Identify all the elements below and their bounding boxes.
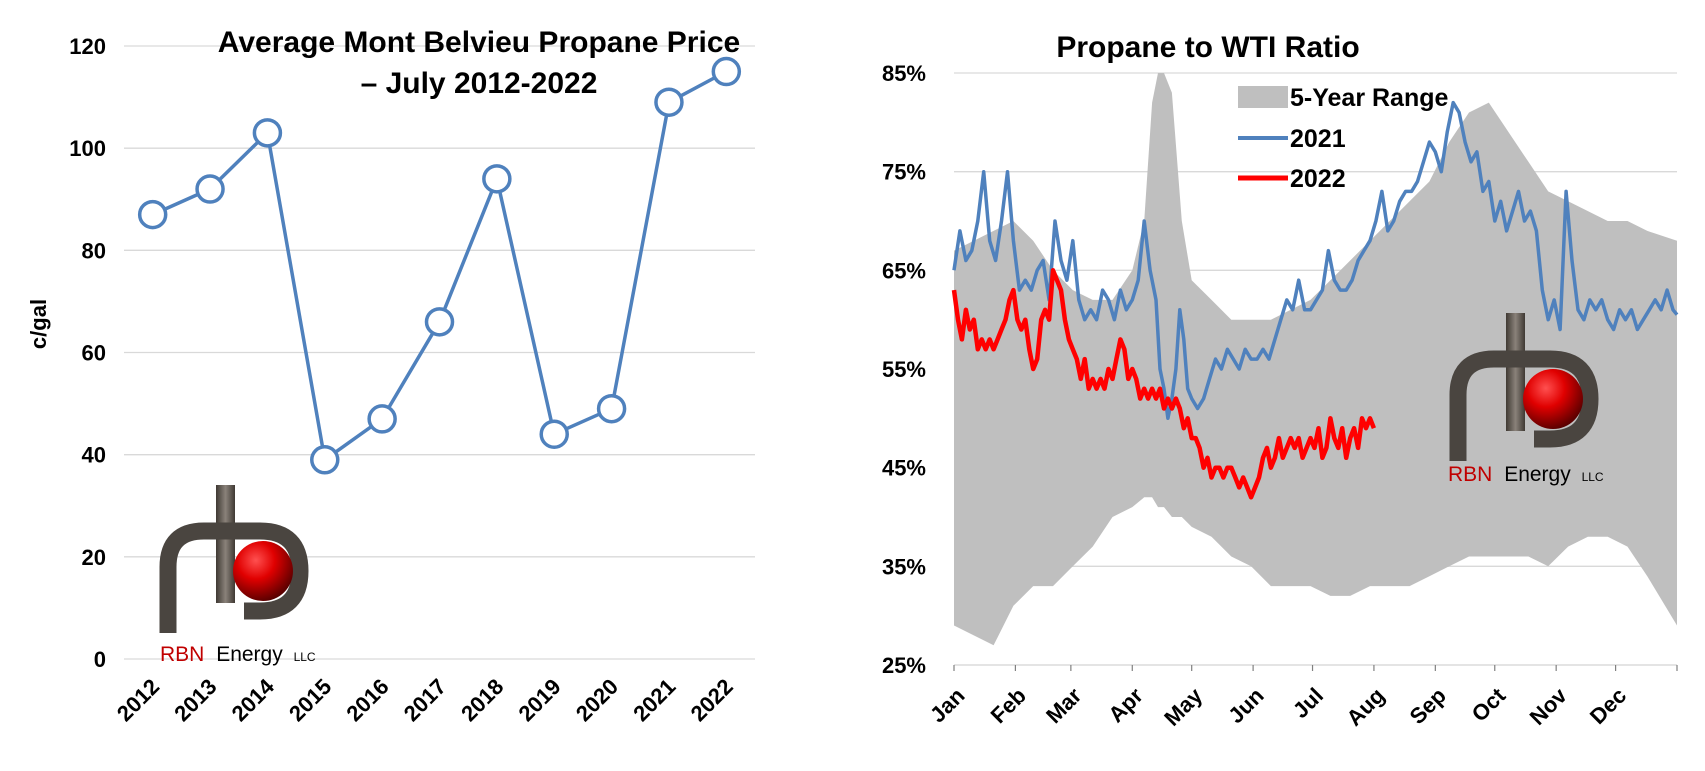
left-x-tick-label: 2021: [628, 674, 680, 726]
right-chart-title: Propane to WTI Ratio: [1056, 31, 1359, 64]
left-y-tick-label: 40: [82, 443, 106, 468]
right-legend: 5-Year Range 2021 2022: [1238, 84, 1449, 193]
logo-brand-suffix: LLC: [294, 650, 316, 664]
left-chart-title-line1: Average Mont Belvieu Propane Price: [218, 26, 740, 59]
left-data-point: [596, 393, 627, 424]
right-x-tick-label: Oct: [1467, 682, 1511, 726]
left-data-point: [711, 56, 742, 87]
logo-pipe-curve-icon: [159, 522, 309, 633]
logo-pipe-curve-icon: [1449, 350, 1599, 461]
left-data-point: [482, 164, 512, 194]
right-y-tick-label: 45%: [882, 456, 926, 481]
left-chart-title-line2: – July 2012-2022: [361, 67, 598, 100]
right-x-tick-label: Jul: [1288, 683, 1328, 723]
left-y-tick-label: 80: [82, 238, 106, 263]
left-data-point: [310, 445, 340, 475]
legend-label-range: 5-Year Range: [1290, 84, 1449, 112]
left-x-tick-label: 2015: [284, 674, 336, 726]
left-x-tick-label: 2014: [227, 673, 280, 726]
rbn-logo-left: RBN Energy LLC: [159, 485, 316, 666]
left-x-tick-label: 2020: [571, 674, 623, 726]
logo-text-left: RBN Energy LLC: [160, 643, 316, 666]
right-y-tick-label: 55%: [882, 357, 926, 382]
series-2021-line: [952, 100, 1679, 421]
right-x-tick-label: Apr: [1103, 683, 1148, 728]
right-x-tick-label: Aug: [1342, 683, 1390, 731]
right-y-tick-label: 35%: [882, 554, 926, 579]
legend-swatch-range: [1238, 86, 1288, 108]
logo-brand-suffix: LLC: [1582, 470, 1604, 484]
left-y-axis-label: c/gal: [26, 299, 51, 349]
left-x-tick-label: 2019: [513, 674, 565, 726]
right-y-tick-label: 85%: [882, 61, 926, 86]
left-chart: 0 20 40 60 80 100 120 2012 2013 2014 2015 2016 2017…: [26, 26, 755, 726]
left-data-point: [195, 174, 225, 204]
right-x-tick-label: Feb: [986, 683, 1031, 728]
right-x-tick-label: Sep: [1405, 683, 1451, 729]
right-y-tick-label: 25%: [882, 653, 926, 678]
left-y-tick-label: 100: [69, 136, 106, 161]
right-x-tick-label: Jun: [1223, 683, 1268, 728]
left-y-tick-label: 20: [82, 545, 106, 570]
logo-brand-rest: Energy: [216, 643, 283, 666]
logo-brand-red: RBN: [160, 643, 204, 666]
logo-ball-icon: [1523, 369, 1583, 429]
legend-label-2021: 2021: [1290, 125, 1346, 153]
left-y-tick-label: 0: [94, 647, 106, 672]
logo-brand-red: RBN: [1448, 463, 1492, 486]
left-x-tick-label: 2022: [686, 674, 738, 726]
right-x-tick-label: Dec: [1585, 683, 1631, 729]
left-data-point: [252, 118, 283, 148]
left-data-point: [654, 87, 684, 117]
left-data-point: [539, 419, 569, 449]
logo-text-right: RBN Energy LLC: [1448, 463, 1604, 486]
rbn-logo-right: RBN Energy LLC: [1448, 313, 1604, 486]
left-data-point: [424, 307, 455, 337]
left-x-tick-label: 2013: [169, 674, 221, 726]
left-data-point: [137, 199, 168, 230]
left-x-tick-label: 2017: [399, 674, 451, 726]
right-x-tick-label: Mar: [1041, 683, 1087, 729]
legend-label-2022: 2022: [1290, 165, 1346, 193]
left-data-point: [367, 404, 397, 434]
right-y-axis-ticks: 25% 35% 45% 55% 65% 75% 85%: [882, 61, 926, 678]
logo-ball-icon: [233, 541, 293, 601]
left-y-tick-label: 120: [69, 34, 106, 59]
series-2022-line: [951, 268, 1376, 500]
left-x-axis-ticks: 2012 2013 2014 2015 2016 2017 2018 2019 2020 2021…: [112, 673, 738, 726]
left-line-path: [151, 69, 728, 462]
logo-pipe-icon: [216, 485, 235, 603]
logo-brand-rest: Energy: [1504, 463, 1571, 486]
right-y-tick-label: 65%: [882, 258, 926, 283]
left-x-tick-label: 2018: [456, 674, 508, 726]
right-x-tick-label: Nov: [1525, 682, 1573, 730]
right-x-tick-label: Jan: [925, 683, 969, 727]
left-x-tick-label: 2016: [341, 674, 393, 726]
right-x-axis-ticks: Jan Feb Mar Apr May Jun Jul Aug Sep Oct Nov Dec: [925, 665, 1678, 731]
logo-pipe-icon: [1506, 313, 1525, 431]
left-x-tick-label: 2012: [112, 674, 164, 726]
right-chart: 25% 35% 45% 55% 65% 75% 85% Jan Feb Mar Apr May Jun…: [882, 31, 1679, 731]
left-y-tick-label: 60: [82, 341, 106, 366]
left-series-points: [137, 56, 742, 475]
left-series-line: [151, 69, 728, 462]
right-x-tick-label: May: [1159, 682, 1207, 730]
left-y-axis-ticks: 0 20 40 60 80 100 120: [69, 34, 106, 672]
right-y-tick-label: 75%: [882, 160, 926, 185]
